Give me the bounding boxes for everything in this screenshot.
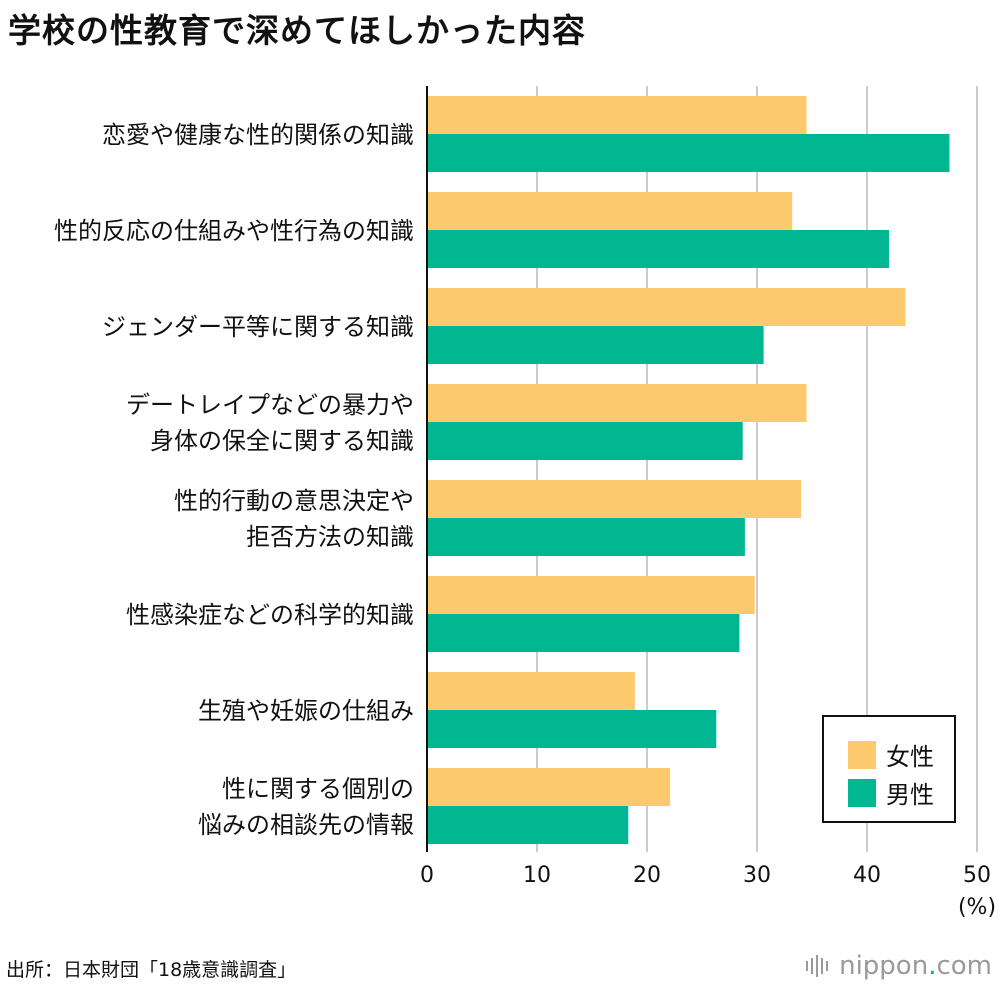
category-label-4-line-0: 性的行動の意思決定や	[174, 487, 414, 515]
category-label-5: 性感染症などの科学的知識	[126, 601, 414, 629]
bar-male-7	[427, 806, 629, 844]
nippon-logo[interactable]: nippon. com	[806, 951, 992, 981]
bar-female-0	[427, 96, 807, 134]
bar-chart: 恋愛や健康な性的関係の知識性的反応の仕組みや性行為の知識ジェンダー平等に関する知…	[54, 86, 996, 920]
x-axis-unit: (%)	[958, 895, 996, 920]
legend-swatch-male	[848, 778, 876, 807]
logo-dot: .	[928, 951, 937, 981]
category-label-3-line-0: デートレイプなどの暴力や	[126, 391, 414, 419]
x-tick-label-0: 0	[420, 863, 434, 888]
category-label-3-line-1: 身体の保全に関する知識	[150, 427, 414, 455]
category-label-7-line-1: 悩みの相談先の情報	[198, 811, 414, 839]
logo-text: nippon	[839, 951, 929, 981]
bar-female-2	[427, 288, 906, 326]
legend-swatch-female	[848, 740, 876, 769]
legend-item-male: 男性	[848, 775, 934, 810]
bar-male-6	[427, 710, 717, 748]
chart-title: 学校の性教育で深めてほしかった内容	[8, 11, 586, 50]
x-tick-label-20: 20	[633, 863, 661, 888]
bar-female-1	[427, 192, 793, 230]
category-label-0: 恋愛や健康な性的関係の知識	[102, 121, 414, 149]
x-tick-label-10: 10	[523, 863, 551, 888]
bar-male-5	[427, 614, 740, 652]
bar-male-1	[427, 230, 889, 268]
legend-item-female: 女性	[848, 737, 934, 772]
bar-female-3	[427, 384, 807, 422]
legend-label-male: 男性	[886, 781, 934, 809]
bar-male-0	[427, 134, 950, 172]
bar-male-4	[427, 518, 745, 556]
bar-female-7	[427, 768, 671, 806]
bar-female-4	[427, 480, 801, 518]
source-note: 出所：日本財団「18歳意識調査」	[6, 959, 297, 981]
logo-tld: com	[936, 951, 992, 981]
category-label-1: 性的反応の仕組みや性行為の知識	[54, 217, 414, 245]
category-label-6: 生殖や妊娠の仕組み	[198, 697, 414, 725]
category-label-7-line-0: 性に関する個別の	[222, 775, 414, 803]
x-tick-label-40: 40	[853, 863, 881, 888]
chart-legend: 女性 男性	[822, 715, 956, 823]
x-tick-label-50: 50	[963, 863, 991, 888]
category-label-4-line-1: 拒否方法の知識	[246, 523, 414, 551]
category-label-2: ジェンダー平等に関する知識	[102, 313, 414, 341]
bar-female-5	[427, 576, 755, 614]
x-tick-label-30: 30	[743, 863, 771, 888]
logo-mark-icon	[806, 955, 831, 977]
bar-male-2	[427, 326, 764, 364]
bar-male-3	[427, 422, 743, 460]
bar-female-6	[427, 672, 635, 710]
legend-label-female: 女性	[886, 743, 934, 771]
